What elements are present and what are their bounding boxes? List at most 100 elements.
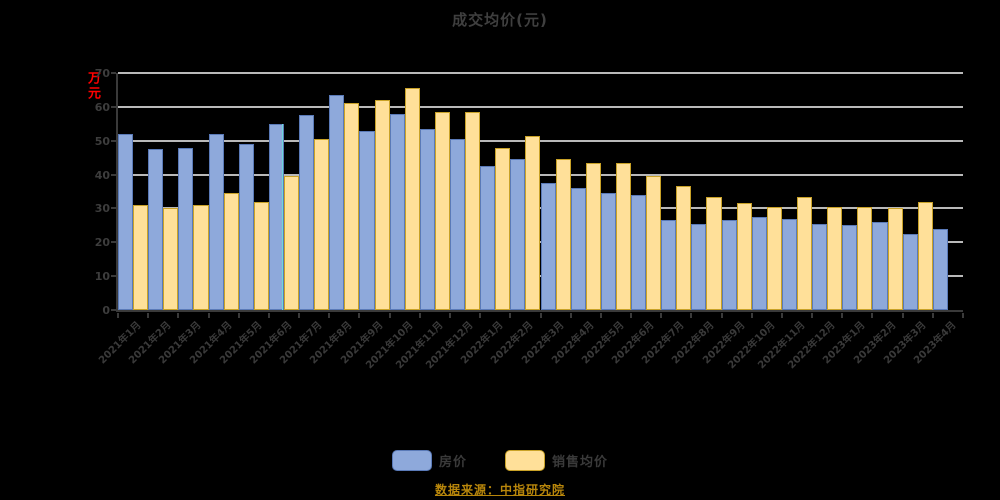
- bar-销售均价-10: [404, 88, 420, 310]
- bar-销售均价-12: [465, 111, 481, 310]
- y-axis-tick: [111, 207, 116, 210]
- x-axis-tick: [660, 313, 663, 318]
- bar-房价-22: [751, 216, 767, 310]
- bar-销售均价-7: [314, 139, 330, 310]
- bar-房价-23: [781, 218, 797, 310]
- legend-swatch-blue: [391, 449, 432, 471]
- x-axis-tick: [207, 313, 210, 318]
- x-axis-tick: [298, 313, 301, 318]
- y-axis-tick: [111, 139, 116, 142]
- x-axis-tick: [117, 313, 119, 318]
- y-axis-tick: [111, 309, 116, 311]
- bar-销售均价-11: [434, 111, 450, 310]
- y-axis-title: 万元: [85, 71, 100, 101]
- plot-area: 0 10 20 30 40 50 60 70 2021年1月 2021年2月 2021年3月 2021…: [95, 67, 964, 371]
- bar-销售均价-4: [223, 193, 239, 310]
- bar-房价-25: [842, 225, 858, 310]
- bar-房价-19: [661, 220, 677, 310]
- x-axis-tick: [750, 313, 753, 318]
- x-axis-tick: [690, 313, 693, 318]
- bar-房价-14: [510, 159, 526, 310]
- bar-房价-18: [631, 194, 647, 310]
- bar-销售均价-17: [615, 162, 632, 310]
- bar-销售均价-25: [857, 206, 873, 310]
- bar-销售均价-14: [525, 135, 541, 310]
- bar-房价-6: [268, 123, 284, 310]
- bar-房价-27: [902, 233, 918, 310]
- bar-销售均价-9: [374, 100, 390, 310]
- legend-swatch-tan: [505, 449, 545, 471]
- x-axis-tick: [147, 313, 150, 318]
- x-axis-tick: [177, 313, 180, 318]
- bar-房价-5: [238, 144, 254, 310]
- legend-label-blue: 房价: [438, 454, 467, 470]
- bar-房价-11: [419, 128, 435, 310]
- bar-销售均价-19: [676, 186, 692, 310]
- y-axis-tick: [111, 72, 116, 74]
- bar-房价-10: [389, 113, 405, 310]
- bar-房价-21: [721, 220, 737, 310]
- x-axis-tick: [720, 313, 723, 318]
- gridline: [118, 139, 963, 142]
- x-axis-tick: [418, 313, 421, 318]
- bar-房价-16: [570, 188, 586, 310]
- x-axis-tick: [780, 313, 783, 318]
- bar-房价-1: [118, 133, 134, 310]
- y-axis-tick: [111, 275, 116, 278]
- bar-房价-28: [932, 228, 948, 310]
- x-axis-tick: [448, 313, 451, 318]
- x-axis-tick: [509, 313, 512, 318]
- bar-销售均价-20: [706, 196, 722, 310]
- gridline: [118, 105, 963, 108]
- legend-item-tan[interactable]: 销售均价: [505, 449, 608, 471]
- y-axis-tick-label: 10: [94, 270, 110, 284]
- y-axis-tick-label: 50: [94, 134, 110, 148]
- x-axis-tick: [811, 313, 814, 318]
- x-axis-tick: [237, 313, 240, 318]
- x-axis-tick: [328, 313, 331, 318]
- bar-房价-24: [812, 223, 828, 310]
- bar-销售均价-2: [163, 208, 179, 310]
- bar-销售均价-24: [827, 206, 843, 310]
- bar-销售均价-13: [495, 147, 511, 310]
- bar-房价-7: [299, 115, 315, 310]
- y-axis-tick-label: 0: [102, 304, 110, 317]
- legend: 房价 销售均价: [0, 447, 1000, 473]
- x-axis-line: [116, 310, 963, 312]
- bar-房价-8: [329, 95, 345, 310]
- bar-房价-2: [148, 149, 164, 310]
- bar-销售均价-8: [344, 103, 360, 310]
- source-note[interactable]: 数据来源：中指研究院: [434, 483, 565, 497]
- x-axis-tick: [841, 313, 844, 318]
- y-axis-tick: [111, 105, 116, 108]
- bar-销售均价-1: [133, 205, 149, 310]
- y-axis-tick: [111, 241, 116, 244]
- x-axis-tick: [931, 313, 934, 318]
- bar-销售均价-3: [193, 205, 209, 310]
- x-axis-tick: [630, 313, 633, 318]
- bar-房价-13: [480, 166, 496, 310]
- bar-房价-3: [178, 147, 194, 310]
- bar-销售均价-27: [917, 201, 933, 310]
- x-axis-tick: [569, 313, 572, 318]
- x-axis-tick: [267, 313, 270, 318]
- bar-销售均价-21: [736, 203, 752, 310]
- bar-房价-15: [540, 183, 556, 310]
- legend-item-blue[interactable]: 房价: [391, 449, 467, 471]
- y-axis-tick-label: 60: [94, 100, 110, 114]
- bar-销售均价-15: [555, 159, 571, 310]
- bar-销售均价-18: [646, 176, 662, 310]
- x-axis-tick: [358, 313, 361, 318]
- y-axis-tick: [111, 173, 116, 176]
- x-axis-tick: [871, 313, 874, 318]
- x-axis-tick: [539, 313, 542, 318]
- x-axis-tick: [388, 313, 391, 318]
- x-axis-tick: [479, 313, 482, 318]
- bar-房价-17: [600, 193, 616, 310]
- y-axis-line: [116, 73, 118, 312]
- bar-销售均价-16: [585, 162, 601, 310]
- x-axis-tick: [962, 313, 964, 318]
- bar-销售均价-26: [887, 208, 903, 310]
- y-axis-tick-label: 20: [94, 236, 110, 250]
